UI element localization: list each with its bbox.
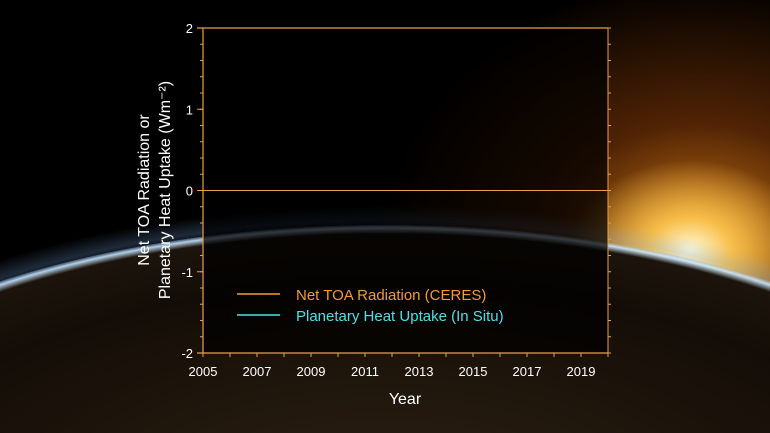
x-tick-label: 2019 (567, 364, 596, 379)
y-axis-label-line1: Net TOA Radiation or (136, 114, 153, 266)
x-axis-label: Year (389, 391, 422, 408)
x-tick-label: 2013 (405, 364, 434, 379)
legend-label-2: Planetary Heat Uptake (In Situ) (296, 308, 504, 325)
y-tick-label: 1 (186, 102, 193, 117)
x-tick-label: 2011 (351, 364, 379, 379)
y-axis-label-line2: Planetary Heat Uptake (Wm⁻²) (157, 81, 174, 299)
y-tick-label: -1 (181, 265, 193, 280)
x-tick-label: 2009 (297, 364, 326, 379)
y-tick-label: 2 (186, 21, 193, 36)
x-tick-label: 2015 (459, 364, 488, 379)
x-tick-label: 2017 (513, 364, 542, 379)
y-tick-label: 0 (186, 184, 193, 199)
x-tick-label: 2005 (189, 364, 218, 379)
y-tick-label: -2 (181, 346, 193, 361)
x-tick-label: 2007 (243, 364, 272, 379)
legend-label-1: Net TOA Radiation (CERES) (296, 287, 486, 304)
